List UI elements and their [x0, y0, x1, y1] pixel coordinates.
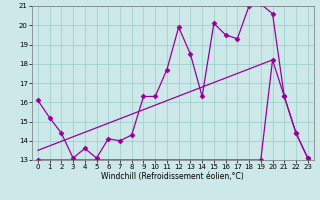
- X-axis label: Windchill (Refroidissement éolien,°C): Windchill (Refroidissement éolien,°C): [101, 172, 244, 181]
